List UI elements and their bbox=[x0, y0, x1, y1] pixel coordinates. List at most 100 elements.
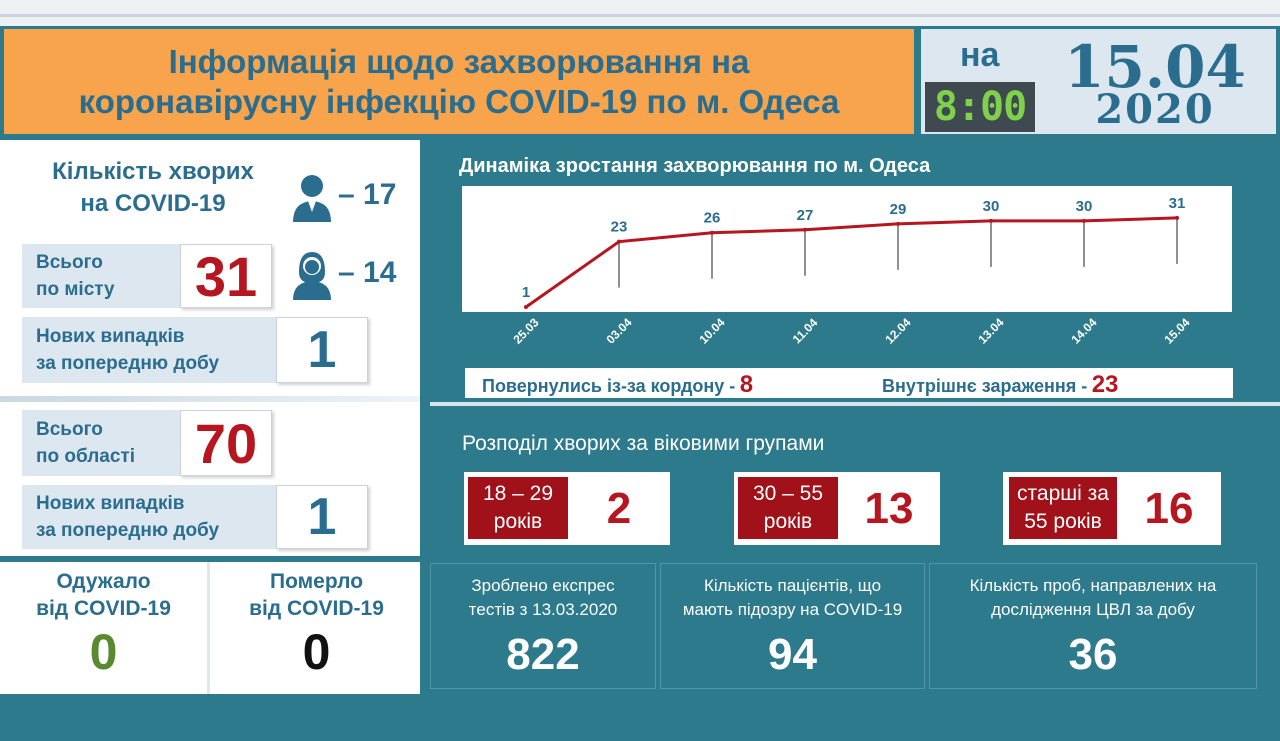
stat-label-line-2: дослідження ЦВЛ за добу bbox=[991, 600, 1195, 619]
date-year: 2020 bbox=[1095, 86, 1215, 133]
stat-value: 822 bbox=[506, 630, 580, 679]
female-count: 14 bbox=[363, 256, 397, 289]
age-group-label: старші за 55 років bbox=[1009, 477, 1117, 539]
recovered-value: 0 bbox=[89, 624, 118, 680]
region-total-label-line-2: по області bbox=[36, 446, 136, 467]
region-new-label-line-2: за попередню добу bbox=[36, 520, 220, 541]
recovered-label: Одужало від COVID-19 bbox=[0, 568, 207, 622]
city-new-label-line-2: за попередню добу bbox=[36, 353, 220, 374]
age-group-value: 13 bbox=[864, 483, 914, 533]
data-point bbox=[524, 305, 528, 310]
data-point bbox=[1175, 215, 1179, 220]
data-label: 30 bbox=[983, 198, 1000, 215]
age-group-label-line-1: старші за bbox=[1017, 482, 1109, 505]
chart-title: Динаміка зростання захворювання по м. Од… bbox=[459, 155, 931, 177]
stat-card-samples: Кількість проб, направлених на досліджен… bbox=[929, 563, 1257, 689]
died-label-line-2: від COVID-19 bbox=[249, 597, 384, 620]
x-tick-label: 11.04 bbox=[789, 315, 821, 347]
patients-title: Кількість хворих на COVID-19 bbox=[22, 156, 284, 220]
bottom-band bbox=[0, 700, 1280, 741]
section-divider bbox=[430, 402, 1280, 406]
dash: – bbox=[338, 178, 355, 211]
city-new-value: 1 bbox=[276, 317, 368, 383]
region-total-value: 70 bbox=[180, 410, 272, 476]
male-icon bbox=[293, 175, 331, 222]
age-group-value: 2 bbox=[606, 483, 632, 533]
stat-card-tests: Зроблено експрес тестів з 13.03.2020 822 bbox=[430, 563, 656, 689]
stat-label-line-2: мають підозру на COVID-19 bbox=[682, 600, 903, 619]
stat-label-line-1: Кількість пацієнтів, що bbox=[703, 576, 882, 595]
age-group-label: 18 – 29 років bbox=[468, 477, 568, 539]
city-new-label-line-1: Нових випадків bbox=[36, 326, 185, 347]
age-group-label-line-1: 30 – 55 bbox=[752, 482, 824, 505]
data-point bbox=[989, 218, 993, 223]
region-total-label-line-1: Всього bbox=[36, 419, 103, 440]
dash: – bbox=[338, 256, 355, 289]
age-group-label-line-2: 55 років bbox=[1024, 510, 1102, 533]
internal-label: Внутрішнє зараження - bbox=[882, 376, 1088, 396]
region-new-value: 1 bbox=[276, 485, 368, 549]
data-point bbox=[896, 221, 900, 226]
died-value: 0 bbox=[302, 624, 331, 680]
age-group-label: 30 – 55 років bbox=[738, 477, 838, 539]
age-group-label-line-2: років bbox=[493, 510, 543, 533]
died-label: Померло від COVID-19 bbox=[213, 568, 420, 622]
outcomes-panel bbox=[0, 562, 420, 694]
data-label: 26 bbox=[704, 210, 721, 227]
recovered-card: Одужало від COVID-19 0 bbox=[0, 562, 210, 694]
returned-row: Повернулись із-за кордону - 8 bbox=[482, 371, 753, 399]
stat-label-line-1: Зроблено експрес bbox=[471, 576, 615, 595]
title-line-1: Інформація щодо захворювання на bbox=[168, 42, 750, 80]
x-tick-label: 13.04 bbox=[975, 315, 1007, 347]
stat-value: 94 bbox=[768, 630, 817, 679]
returned-value: 8 bbox=[739, 371, 754, 398]
stat-label: Кількість проб, направлених на досліджен… bbox=[930, 574, 1256, 622]
internal-row: Внутрішнє зараження - 23 bbox=[882, 371, 1118, 399]
stat-label-line-2: тестів з 13.03.2020 bbox=[468, 600, 618, 619]
data-label: 27 bbox=[797, 207, 814, 224]
male-count-row: – 17 bbox=[338, 178, 396, 212]
x-tick-label: 15.04 bbox=[1161, 315, 1193, 347]
age-group-label-line-2: років bbox=[763, 510, 813, 533]
city-new-label: Нових випадків за попередню добу bbox=[22, 317, 276, 383]
age-group-card: 30 – 55 років 13 bbox=[734, 472, 940, 545]
recovered-label-line-1: Одужало bbox=[56, 570, 151, 593]
female-icon bbox=[293, 252, 331, 300]
page-title: Інформація щодо захворювання на коронаві… bbox=[4, 29, 914, 134]
stat-label: Зроблено експрес тестів з 13.03.2020 bbox=[431, 574, 655, 622]
age-groups-title: Розподіл хворих за віковими групами bbox=[462, 432, 825, 455]
female-count-row: – 14 bbox=[338, 256, 396, 290]
line-chart: 1 23 26 27 29 30 30 31 bbox=[522, 195, 1185, 310]
stat-label: Кількість пацієнтів, що мають підозру на… bbox=[661, 574, 924, 622]
infection-sources bbox=[465, 368, 1233, 398]
time-display: 8:00 bbox=[925, 82, 1035, 132]
x-tick-label: 10.04 bbox=[696, 315, 728, 347]
data-label: 1 bbox=[522, 284, 530, 301]
data-label: 30 bbox=[1076, 198, 1093, 215]
series-line bbox=[525, 216, 1178, 309]
age-group-card: 18 – 29 років 2 bbox=[464, 472, 670, 545]
age-group-card: старші за 55 років 16 bbox=[1003, 472, 1221, 545]
region-total-label: Всього по області bbox=[22, 410, 180, 476]
panel-divider bbox=[0, 396, 420, 402]
x-axis-labels: 25.03 03.04 10.04 11.04 12.04 13.04 14.04 15.04 bbox=[462, 312, 1232, 362]
city-total-value: 31 bbox=[180, 244, 272, 308]
x-tick-label: 14.04 bbox=[1068, 315, 1100, 347]
died-card: Померло від COVID-19 0 bbox=[213, 562, 420, 694]
died-label-line-1: Померло bbox=[269, 570, 364, 593]
age-group-value: 16 bbox=[1144, 483, 1194, 533]
age-group-label-line-1: 18 – 29 bbox=[482, 482, 554, 505]
chart-area bbox=[462, 186, 1232, 312]
patients-title-line-2: на COVID-19 bbox=[80, 190, 226, 217]
x-tick-label: 12.04 bbox=[882, 315, 914, 347]
data-point bbox=[1082, 218, 1086, 223]
data-label: 23 bbox=[611, 219, 628, 236]
city-total-label-line-1: Всього bbox=[36, 252, 103, 273]
data-point bbox=[710, 230, 714, 235]
date-day-month: 15.04 bbox=[1064, 33, 1246, 101]
data-point bbox=[803, 227, 807, 232]
top-strip-line bbox=[0, 14, 1280, 17]
date-prefix: на bbox=[960, 36, 1000, 74]
stat-label-line-1: Кількість проб, направлених на bbox=[969, 576, 1217, 595]
stat-value: 36 bbox=[1068, 630, 1118, 679]
